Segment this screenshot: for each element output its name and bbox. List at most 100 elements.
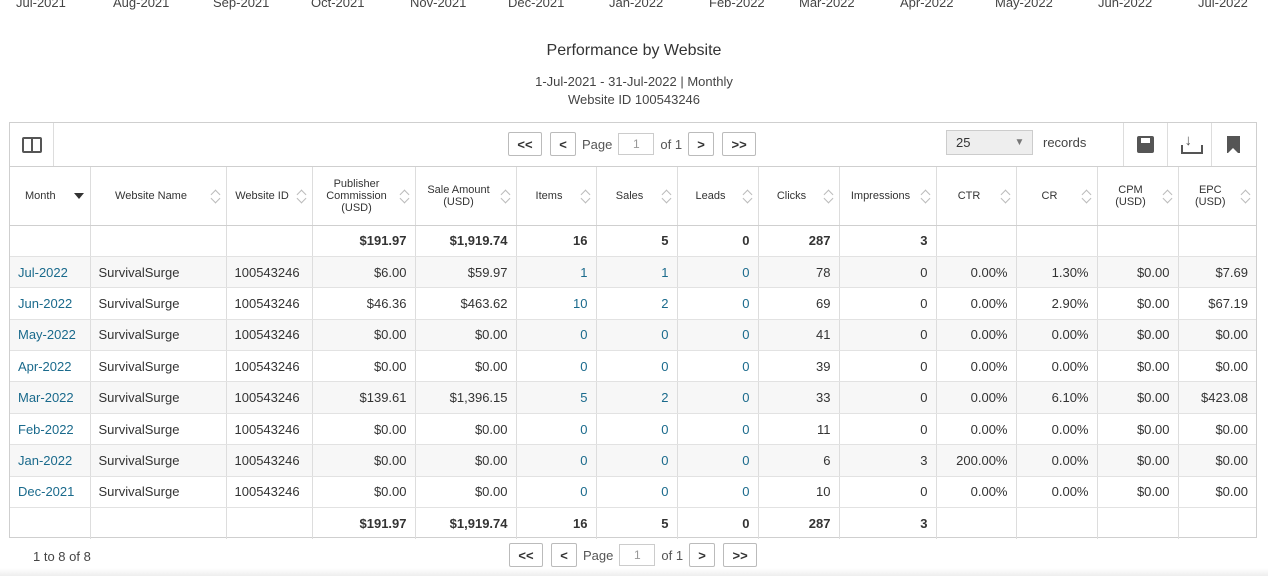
drilldown-link[interactable]: 0 [516, 444, 597, 477]
table-cell: $0.00 [1097, 413, 1179, 446]
prev-page-button[interactable]: < [550, 132, 576, 156]
last-page-button[interactable]: >> [722, 132, 757, 156]
first-page-button[interactable]: << [508, 132, 542, 156]
table-row: Jul-2022 SurvivalSurge 100543246 $6.00 $59.9… [10, 256, 1256, 289]
table-cell: 0 [839, 319, 937, 352]
drilldown-link[interactable]: 0 [596, 476, 678, 509]
drilldown-link[interactable]: 0 [516, 476, 597, 509]
table-cell: $6.00 [312, 256, 416, 289]
totals-row-top: $191.97 $1,919.74 16 5 0 287 3 [10, 225, 1256, 257]
table-cell: $0.00 [1097, 256, 1179, 289]
row-count-label: 1 to 8 of 8 [33, 549, 91, 564]
first-page-button[interactable]: << [509, 543, 543, 567]
save-button[interactable] [1123, 123, 1167, 166]
drilldown-link[interactable]: 10 [516, 287, 597, 320]
drilldown-link[interactable]: 0 [596, 413, 678, 446]
drilldown-link[interactable]: 0 [677, 350, 759, 383]
table-cell: 0 [839, 413, 937, 446]
drilldown-link[interactable]: 0 [677, 413, 759, 446]
table-cell: $0.00 [1097, 476, 1179, 509]
drilldown-link[interactable]: 0 [516, 413, 597, 446]
bookmark-button[interactable] [1211, 123, 1255, 166]
drilldown-link[interactable]: 0 [516, 350, 597, 383]
column-header-month[interactable]: Month [10, 167, 91, 226]
table-cell: 100543246 [226, 256, 313, 289]
download-icon [1180, 132, 1203, 154]
page-number-input[interactable]: 1 [619, 544, 656, 566]
report-date-range: 1-Jul-2021 - 31-Jul-2022 | Monthly [535, 74, 733, 89]
table-row: Mar-2022 SurvivalSurge 100543246 $139.61 $1,… [10, 381, 1256, 414]
table-cell: 69 [758, 287, 840, 320]
columns-toggle-button[interactable] [10, 123, 54, 166]
table-cell [1178, 508, 1256, 539]
column-header-leads[interactable]: Leads [677, 167, 759, 226]
month-link[interactable]: May-2022 [10, 319, 91, 352]
drilldown-link[interactable]: 0 [677, 444, 759, 477]
drilldown-link[interactable]: 0 [677, 476, 759, 509]
page-number-input[interactable]: 1 [618, 133, 655, 155]
sort-desc-icon [73, 192, 84, 199]
month-axis-label: Jan-2022 [609, 0, 664, 10]
sort-icon [297, 189, 307, 203]
drilldown-link[interactable]: 5 [516, 381, 597, 414]
column-header-epc[interactable]: EPC (USD) [1178, 167, 1256, 226]
drilldown-link[interactable]: 0 [596, 319, 678, 352]
totals-row-bottom: $191.97 $1,919.74 16 5 0 287 3 [10, 507, 1256, 539]
header-row: Month Website Name Website ID Publisher … [10, 167, 1256, 226]
table-cell: $0.00 [1097, 381, 1179, 414]
drilldown-link[interactable]: 0 [677, 287, 759, 320]
drilldown-link[interactable]: 0 [677, 381, 759, 414]
drilldown-link[interactable]: 0 [677, 319, 759, 352]
table-cell: 3 [839, 225, 937, 257]
next-page-button[interactable]: > [689, 543, 716, 567]
table-cell [226, 507, 313, 539]
month-axis-strip: Jul-2021 Aug-2021 Sep-2021 Oct-2021 Nov-2021… [0, 0, 1268, 10]
last-page-button[interactable]: >> [723, 543, 758, 567]
drilldown-link[interactable]: 1 [596, 256, 678, 289]
table-cell [936, 225, 1017, 257]
table-cell: 0.00% [936, 319, 1017, 352]
column-header-sale-amount[interactable]: Sale Amount (USD) [415, 167, 517, 226]
records-per-page-select[interactable]: 25 ▼ [946, 130, 1033, 155]
table-cell: $0.00 [1097, 287, 1179, 320]
column-header-ctr[interactable]: CTR [936, 167, 1017, 226]
table-cell: 287 [758, 225, 840, 257]
drilldown-link[interactable]: 1 [516, 256, 597, 289]
month-link[interactable]: Mar-2022 [10, 381, 91, 414]
drilldown-link[interactable]: 2 [596, 287, 678, 320]
month-link[interactable]: Apr-2022 [10, 350, 91, 383]
month-link[interactable]: Dec-2021 [10, 476, 91, 509]
table-cell: 0.00% [936, 476, 1017, 509]
next-page-button[interactable]: > [688, 132, 715, 156]
records-label: records [1043, 135, 1087, 150]
drilldown-link[interactable]: 0 [516, 319, 597, 352]
drilldown-link[interactable]: 0 [596, 444, 678, 477]
table-row: May-2022 SurvivalSurge 100543246 $0.00 $0.00… [10, 319, 1256, 352]
table-cell: 0 [839, 476, 937, 509]
month-link[interactable]: Jan-2022 [10, 444, 91, 477]
table-cell: 3 [839, 507, 937, 539]
month-axis-label: Aug-2021 [113, 0, 170, 10]
column-header-publisher-commission[interactable]: Publisher Commission (USD) [312, 167, 416, 226]
prev-page-button[interactable]: < [551, 543, 577, 567]
page-of-label: of 1 [660, 136, 683, 152]
table-cell: 100543246 [226, 381, 313, 414]
column-header-website-id[interactable]: Website ID [226, 167, 313, 226]
column-header-cpm[interactable]: CPM (USD) [1097, 167, 1179, 226]
column-header-clicks[interactable]: Clicks [758, 167, 840, 226]
sort-icon [1163, 189, 1173, 203]
column-header-cr[interactable]: CR [1016, 167, 1098, 226]
month-link[interactable]: Feb-2022 [10, 413, 91, 446]
month-link[interactable]: Jun-2022 [10, 287, 91, 320]
column-header-sales[interactable]: Sales [596, 167, 678, 226]
drilldown-link[interactable]: 0 [677, 256, 759, 289]
column-header-items[interactable]: Items [516, 167, 597, 226]
month-link[interactable]: Jul-2022 [10, 256, 91, 289]
column-header-website-name[interactable]: Website Name [90, 167, 227, 226]
drilldown-link[interactable]: 0 [596, 350, 678, 383]
table-cell: $191.97 [312, 225, 416, 257]
download-button[interactable] [1167, 123, 1211, 166]
column-header-impressions[interactable]: Impressions [839, 167, 937, 226]
drilldown-link[interactable]: 2 [596, 381, 678, 414]
table-row: Apr-2022 SurvivalSurge 100543246 $0.00 $0.00… [10, 350, 1256, 383]
